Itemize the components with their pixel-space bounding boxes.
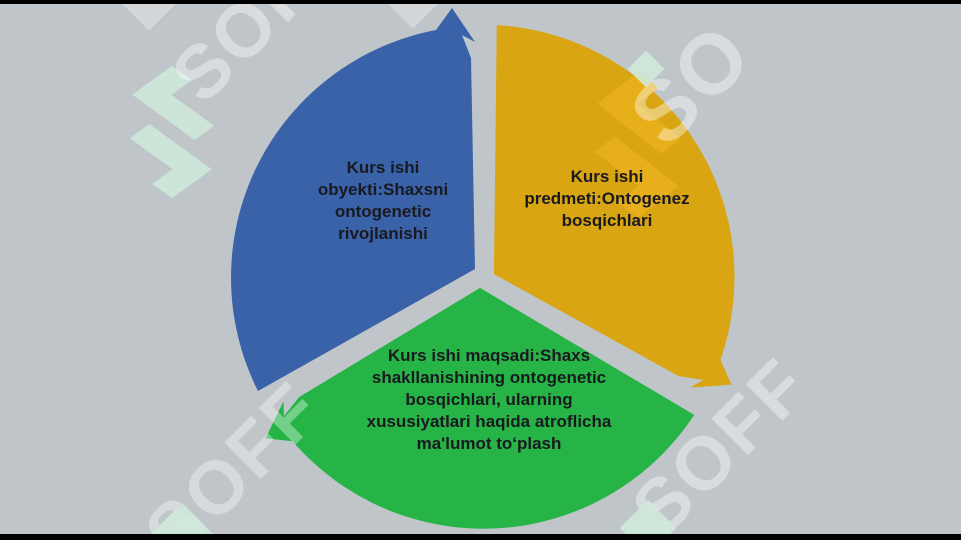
top-letterbox-bar	[0, 0, 961, 4]
soff-text-watermark-center: SO	[612, 5, 805, 163]
segment-maqsad-caption: Kurs ishi maqsadi:Shaxs shakllanishining…	[366, 346, 612, 453]
soff-text-watermark-bottom-right: SOFF	[615, 342, 884, 540]
segment-predmet-caption: Kurs ishi predmeti:Ontogenez bosqichlari	[524, 167, 690, 230]
segment-obyekt-caption: Kurs ishi obyekti:Shaxsni ontogenetic ri…	[317, 158, 449, 243]
soff-text-watermark-top-left: SOF	[155, 0, 375, 118]
bottom-letterbox-bar	[0, 534, 961, 540]
